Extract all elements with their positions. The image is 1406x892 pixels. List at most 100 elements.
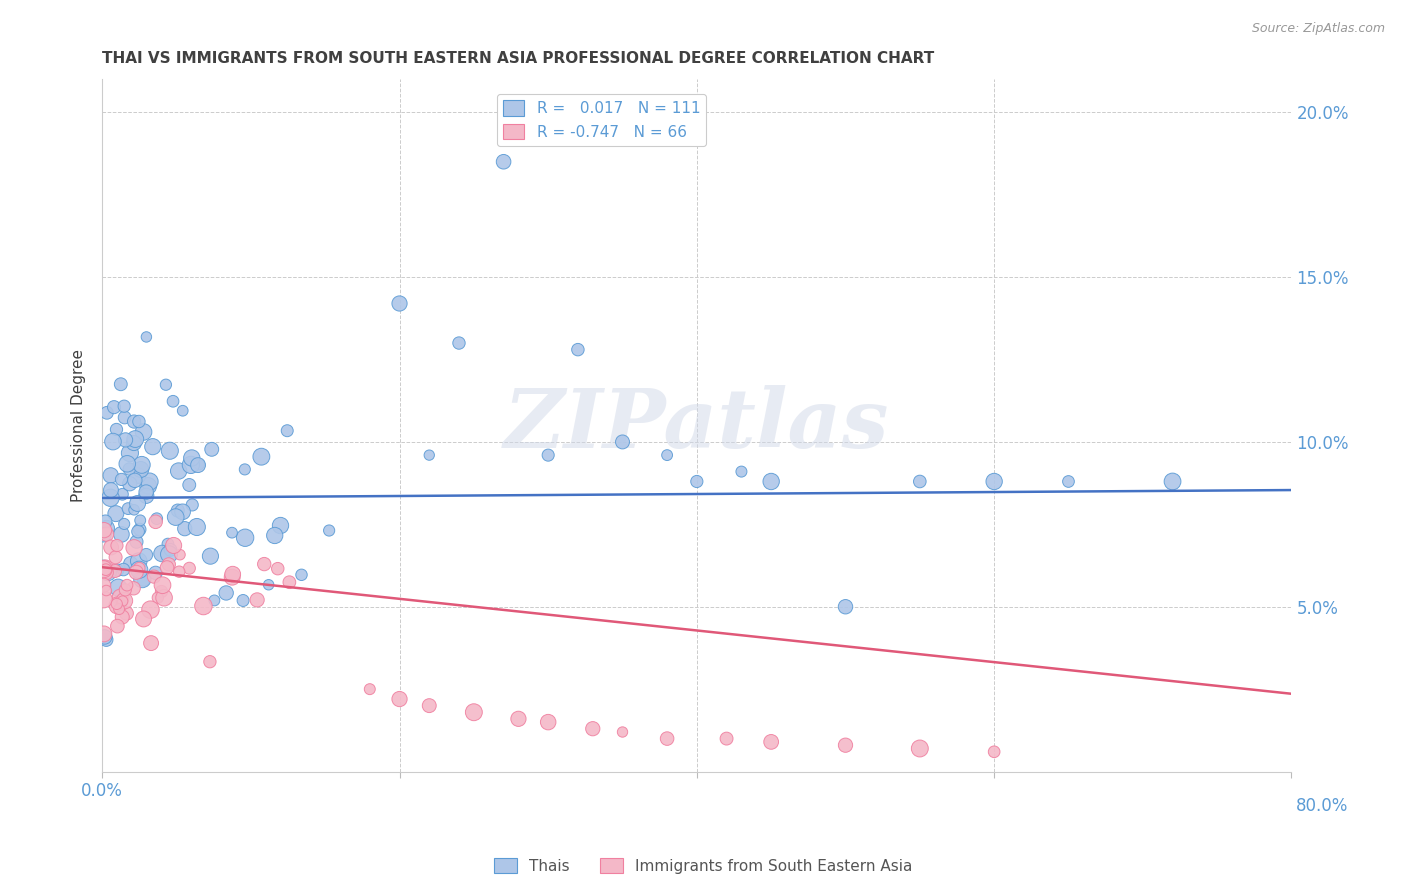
Point <box>127 468 149 483</box>
Point <box>253 557 276 571</box>
Point <box>118 446 141 460</box>
Point <box>96 521 118 535</box>
Point <box>136 479 159 493</box>
Point <box>131 572 153 586</box>
Point <box>186 520 208 534</box>
Point <box>142 440 165 454</box>
Point <box>93 523 115 537</box>
Point <box>145 566 167 580</box>
Point <box>257 578 280 592</box>
Point <box>105 619 128 633</box>
Point <box>162 539 184 553</box>
Point <box>157 547 180 561</box>
Point <box>983 475 1005 489</box>
Point <box>131 458 153 472</box>
Point <box>124 473 146 487</box>
Point <box>118 476 141 491</box>
Point <box>686 475 709 489</box>
Point <box>447 336 470 351</box>
Point <box>159 443 181 458</box>
Point <box>93 630 115 644</box>
Point <box>180 458 202 472</box>
Point <box>110 377 132 392</box>
Point <box>122 436 145 450</box>
Point <box>100 541 122 555</box>
Point <box>93 561 115 575</box>
Text: ZIPatlas: ZIPatlas <box>505 385 890 466</box>
Point <box>94 563 117 577</box>
Point <box>115 607 138 621</box>
Legend: R =   0.017   N = 111, R = -0.747   N = 66: R = 0.017 N = 111, R = -0.747 N = 66 <box>496 94 706 145</box>
Point <box>128 523 150 537</box>
Point <box>150 584 173 599</box>
Point <box>122 503 145 517</box>
Point <box>463 705 485 719</box>
Point <box>567 343 589 357</box>
Point <box>128 561 150 575</box>
Point <box>122 582 145 596</box>
Point <box>135 485 157 500</box>
Point <box>124 432 146 446</box>
Point <box>233 462 256 476</box>
Point <box>1057 475 1080 489</box>
Point <box>111 594 134 608</box>
Point <box>157 558 180 572</box>
Point <box>153 591 176 605</box>
Point <box>232 593 254 607</box>
Point <box>94 515 117 529</box>
Point <box>188 458 211 472</box>
Point <box>179 478 201 492</box>
Point <box>105 597 128 611</box>
Point <box>156 537 179 551</box>
Point <box>166 503 188 517</box>
Point <box>167 565 190 579</box>
Point <box>418 448 440 462</box>
Point <box>110 472 132 486</box>
Text: Source: ZipAtlas.com: Source: ZipAtlas.com <box>1251 22 1385 36</box>
Point <box>93 627 115 641</box>
Point <box>114 410 136 425</box>
Point <box>128 554 150 568</box>
Point <box>655 731 678 746</box>
Point <box>114 433 136 447</box>
Point <box>112 516 135 531</box>
Point <box>612 725 634 739</box>
Point <box>270 518 292 533</box>
Point <box>198 655 221 669</box>
Point <box>128 563 150 577</box>
Point <box>111 487 134 501</box>
Point <box>388 692 411 706</box>
Point <box>221 570 243 584</box>
Point <box>156 560 179 574</box>
Point <box>146 511 169 525</box>
Point <box>278 575 301 590</box>
Point <box>418 698 440 713</box>
Point <box>132 574 155 588</box>
Point <box>118 462 141 476</box>
Point <box>172 403 194 417</box>
Point <box>263 528 285 542</box>
Point <box>125 534 148 549</box>
Text: THAI VS IMMIGRANTS FROM SOUTH EASTERN ASIA PROFESSIONAL DEGREE CORRELATION CHART: THAI VS IMMIGRANTS FROM SOUTH EASTERN AS… <box>103 51 935 66</box>
Point <box>181 498 204 512</box>
Point <box>96 632 118 647</box>
Point <box>759 735 782 749</box>
Point <box>114 593 136 607</box>
Point <box>105 422 128 436</box>
Point <box>120 557 142 571</box>
Point <box>112 399 135 413</box>
Point <box>215 586 238 600</box>
Point <box>221 525 243 540</box>
Point <box>267 562 290 576</box>
Point <box>129 462 152 476</box>
Point <box>834 738 856 752</box>
Point <box>108 602 131 616</box>
Point <box>139 602 162 616</box>
Point <box>110 527 132 541</box>
Point <box>582 722 605 736</box>
Point <box>246 593 269 607</box>
Point <box>112 562 135 576</box>
Point <box>96 406 118 420</box>
Point <box>276 424 298 438</box>
Point <box>508 712 530 726</box>
